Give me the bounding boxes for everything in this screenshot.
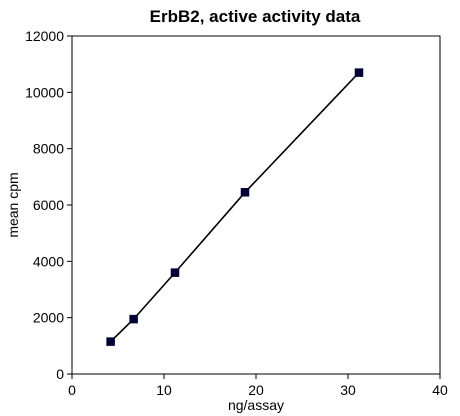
plot-border (71, 35, 441, 375)
data-point (106, 337, 115, 346)
y-tick-label: 0 (56, 366, 64, 382)
y-tick-label: 4000 (33, 253, 64, 269)
x-tick-label: 20 (248, 382, 264, 398)
data-point (170, 268, 180, 277)
x-tick-label: 0 (68, 382, 76, 398)
x-axis-label: ng/assay (228, 397, 284, 413)
x-axis-ticks: 0 10 20 30 40 (68, 374, 448, 398)
x-tick-label: 40 (432, 382, 448, 398)
data-point (129, 314, 138, 324)
plot-area (71, 35, 441, 375)
y-tick-label: 6000 (33, 197, 64, 213)
y-axis-ticks: 0 2000 4000 6000 8000 10000 12000 (25, 28, 72, 382)
chart-title: ErbB2, active activity data (150, 7, 361, 26)
series-line (110, 72, 360, 343)
x-tick-label: 30 (340, 382, 356, 398)
series-layer (106, 68, 364, 346)
data-point (354, 68, 364, 77)
x-tick-label: 10 (156, 382, 172, 398)
y-tick-label: 12000 (25, 28, 64, 44)
y-tick-label: 2000 (33, 310, 64, 326)
y-axis-label: mean cpm (5, 172, 21, 237)
y-tick-label: 8000 (33, 141, 64, 157)
y-tick-label: 10000 (25, 84, 64, 100)
data-point (240, 188, 250, 197)
